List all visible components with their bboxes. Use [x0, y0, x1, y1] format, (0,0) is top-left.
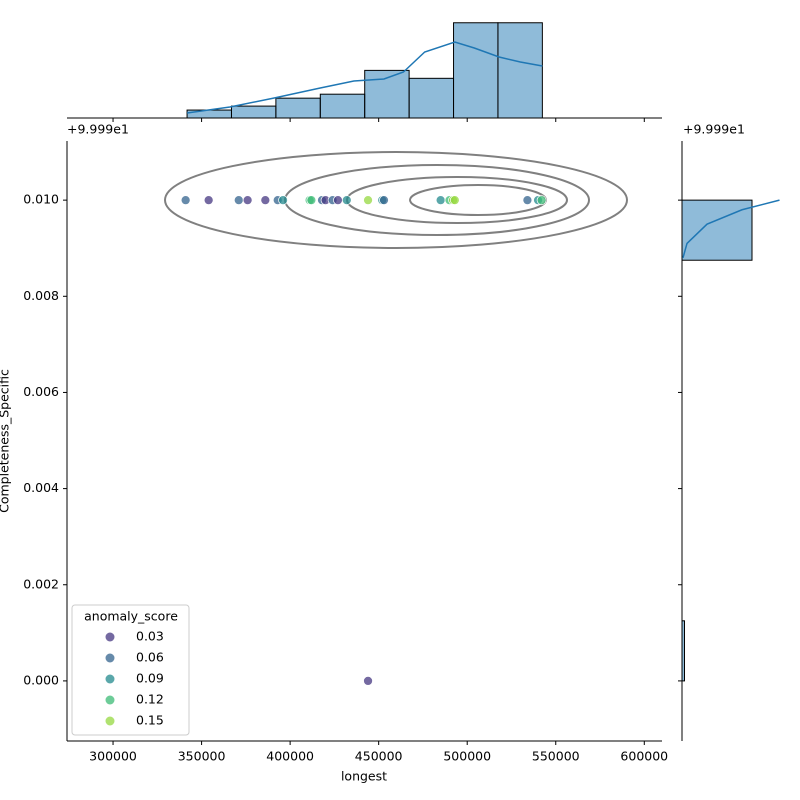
point [180, 195, 191, 205]
legend-marker [105, 674, 115, 684]
legend-title: anomaly_score [84, 609, 178, 624]
point [522, 195, 533, 205]
x-tick-label: 350000 [178, 749, 226, 764]
x-tick-label: 500000 [443, 749, 491, 764]
legend-label: 0.03 [136, 629, 164, 644]
point [363, 195, 373, 205]
x-tick-label: 400000 [266, 749, 314, 764]
legend-box [71, 604, 190, 736]
legend-label: 0.15 [136, 713, 164, 728]
hist-bar [408, 77, 455, 119]
point [341, 195, 352, 205]
point [278, 195, 288, 205]
offset-label: +9.999e1 [683, 122, 745, 137]
legend-marker [105, 632, 115, 642]
offset-label: +9.999e1 [67, 122, 129, 137]
kde-line [186, 41, 543, 114]
y-tick-label: 0.010 [23, 192, 59, 207]
hist-bar [319, 93, 366, 119]
right-marginal [682, 199, 780, 682]
legend-marker [105, 653, 115, 663]
point [333, 195, 343, 205]
legend-label: 0.09 [136, 671, 164, 686]
point [306, 195, 317, 205]
y-tick-label: 0.006 [23, 384, 59, 399]
hist-bar [682, 620, 685, 682]
x-axis-label: longest [341, 769, 387, 784]
legend-label: 0.12 [136, 692, 164, 707]
point [260, 195, 271, 205]
hist-bar [497, 22, 543, 119]
point [233, 195, 244, 205]
hist-bar [186, 109, 232, 119]
legend-label: 0.06 [136, 650, 164, 665]
y-tick-label: 0.000 [23, 672, 59, 687]
contour [164, 151, 628, 249]
x-tick-label: 450000 [355, 749, 403, 764]
x-tick-label: 600000 [620, 749, 668, 764]
y-tick-label: 0.004 [23, 480, 59, 495]
point [363, 676, 373, 686]
point [435, 195, 446, 205]
point [203, 195, 214, 205]
point [379, 195, 389, 205]
y-tick-label: 0.002 [23, 576, 59, 591]
y-axis-label: Completeness_Specific [0, 369, 12, 513]
kde-line [682, 199, 780, 259]
hist-bar [275, 97, 321, 119]
legend-marker [105, 695, 115, 705]
hist-bar [453, 22, 499, 119]
x-tick-label: 300000 [89, 749, 137, 764]
legend-marker [105, 716, 115, 726]
point [242, 195, 253, 205]
hist-bar [230, 105, 277, 119]
point [449, 195, 460, 205]
point [536, 195, 547, 205]
y-tick-label: 0.008 [23, 288, 59, 303]
x-tick-label: 550000 [532, 749, 580, 764]
